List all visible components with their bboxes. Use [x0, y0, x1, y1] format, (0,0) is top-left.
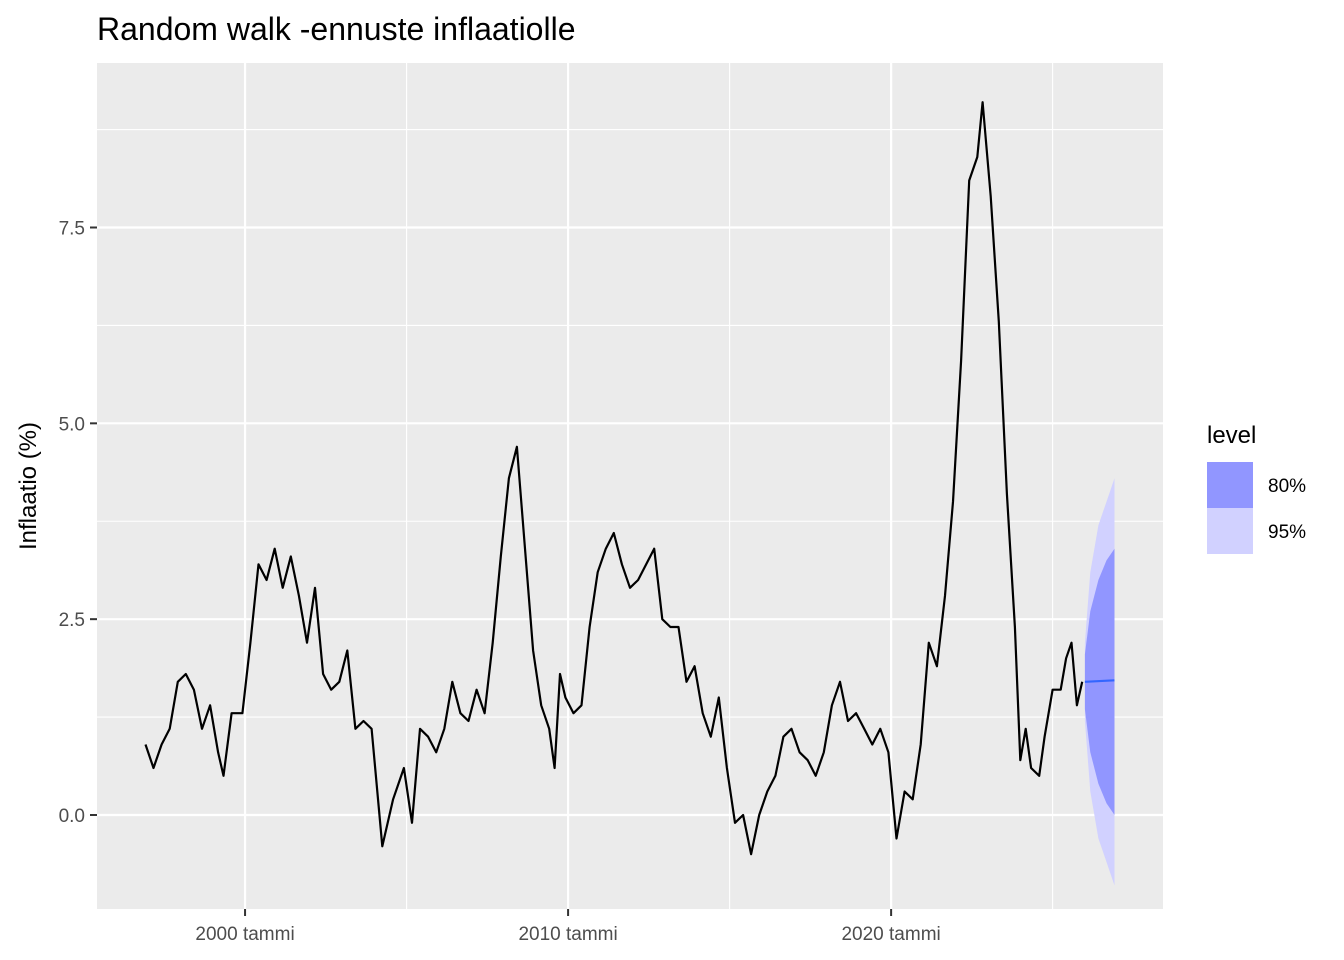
legend-swatch-95 [1207, 508, 1253, 554]
y-tick-label: 0.0 [59, 806, 85, 827]
chart-title: Random walk -ennuste inflaatiolle [97, 11, 575, 47]
y-axis: 0.0 2.5 5.0 7.5 [59, 219, 97, 827]
series-layer [144, 101, 1115, 856]
series-line-0 [144, 101, 1084, 856]
minor-gridlines [82, 63, 1163, 914]
plot-panel [97, 63, 1163, 909]
legend-title: level [1207, 422, 1256, 449]
y-axis-title: Inflaatio (%) [15, 422, 42, 550]
y-tick-label: 5.0 [59, 414, 85, 435]
y-tick-label: 2.5 [59, 610, 85, 631]
x-tick-label: 2000 tammi [195, 924, 294, 945]
x-tick-label: 2020 tammi [841, 924, 940, 945]
legend-label-80: 80% [1268, 476, 1306, 497]
x-axis: 2000 tammi 2010 tammi 2020 tammi [195, 909, 941, 945]
legend-swatch-80 [1207, 462, 1253, 508]
legend-label-95: 95% [1268, 522, 1306, 543]
legend: level 80% 95% [1207, 422, 1306, 554]
x-tick-label: 2010 tammi [518, 924, 617, 945]
forecast-mean-line [1084, 679, 1115, 683]
major-gridlines [97, 63, 1163, 909]
y-tick-label: 7.5 [59, 219, 85, 240]
legend-entries: 80% 95% [1207, 462, 1306, 554]
